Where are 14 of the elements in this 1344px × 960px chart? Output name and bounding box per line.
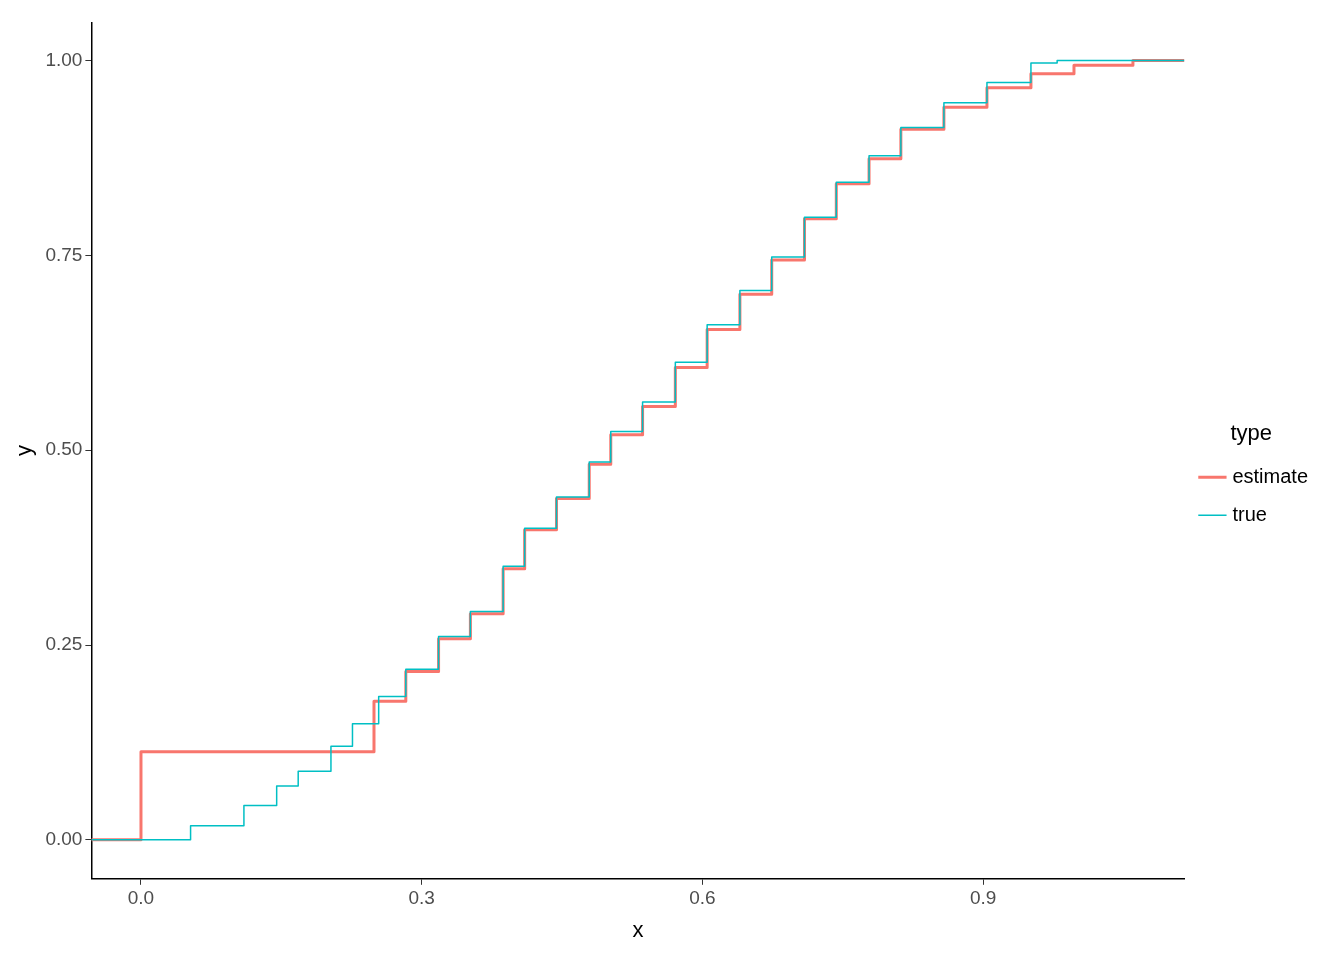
x-axis-title: x [632,916,644,942]
y-tick-label: 0.00 [45,828,83,850]
y-tick-label: 0.25 [45,633,83,655]
y-tick-label: 1.00 [45,48,83,70]
legend-title: type [1230,419,1272,445]
x-tick-label: 0.0 [127,887,155,909]
legend-label: true [1232,502,1267,525]
legend-label: estimate [1232,464,1309,487]
y-axis-title: y [11,445,37,457]
x-tick-label: 0.3 [408,887,435,909]
y-tick-label: 0.50 [45,438,83,460]
y-tick-label: 0.75 [45,243,83,265]
x-tick-label: 0.9 [970,887,997,909]
x-tick-label: 0.6 [689,887,716,909]
